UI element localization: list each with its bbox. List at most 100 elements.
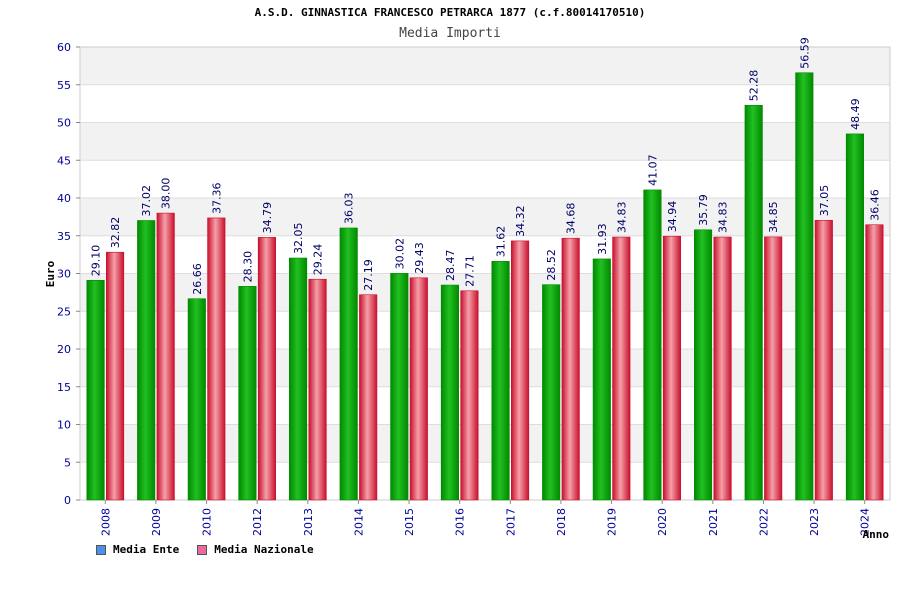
data-label: 34.68 bbox=[565, 203, 578, 235]
grid-band bbox=[80, 122, 890, 161]
legend-item-nazionale: Media Nazionale bbox=[197, 543, 314, 556]
bars: 29.10 32.82 37.02 38.00 26.66 37.36 28.30 34.79… bbox=[86, 37, 884, 501]
bar-media-nazionale bbox=[713, 236, 732, 501]
x-axis: 2008 2009 2010 2012 2013 2014 2015 2016 2017 2018… bbox=[99, 500, 872, 536]
legend-swatch-ente bbox=[96, 544, 106, 555]
x-tick-label: 2012 bbox=[251, 508, 264, 536]
bar-media-nazionale bbox=[156, 212, 175, 501]
data-label: 32.82 bbox=[109, 217, 122, 249]
data-label: 34.83 bbox=[615, 202, 628, 234]
data-label: 37.02 bbox=[140, 185, 153, 217]
bar-media-ente bbox=[542, 284, 561, 501]
bar-media-nazionale bbox=[511, 240, 530, 501]
legend-swatch-nazionale bbox=[197, 544, 208, 555]
bar-media-nazionale bbox=[207, 217, 226, 501]
data-label: 31.62 bbox=[495, 226, 508, 258]
y-tick-label: 15 bbox=[57, 381, 71, 394]
bar-media-nazionale bbox=[612, 236, 631, 501]
bar-media-ente bbox=[339, 227, 358, 501]
x-tick-label: 2009 bbox=[150, 508, 163, 536]
y-axis-label: Euro bbox=[44, 260, 57, 287]
x-tick-label: 2019 bbox=[606, 508, 619, 536]
legend: Media Ente Media Nazionale bbox=[96, 543, 314, 556]
data-label: 31.93 bbox=[596, 223, 609, 255]
x-tick-label: 2013 bbox=[302, 508, 315, 536]
bar-media-ente bbox=[187, 298, 206, 501]
x-tick-label: 2024 bbox=[859, 508, 872, 536]
data-label: 37.05 bbox=[818, 185, 831, 217]
data-label: 27.19 bbox=[362, 259, 375, 291]
bar-media-nazionale bbox=[662, 235, 681, 501]
grid-band bbox=[80, 47, 890, 85]
bar-media-ente bbox=[238, 286, 257, 501]
bar-media-nazionale bbox=[764, 236, 783, 501]
data-label: 27.71 bbox=[463, 255, 476, 287]
bar-media-nazionale bbox=[106, 251, 125, 501]
bar-media-ente bbox=[592, 258, 611, 501]
bar-media-nazionale bbox=[460, 290, 479, 501]
data-label: 29.43 bbox=[413, 242, 426, 274]
y-tick-label: 20 bbox=[57, 343, 71, 356]
chart-title: A.S.D. GINNASTICA FRANCESCO PETRARCA 187… bbox=[254, 6, 646, 19]
data-label: 36.46 bbox=[868, 189, 881, 221]
x-tick-label: 2016 bbox=[454, 508, 467, 536]
legend-item-ente: Media Ente bbox=[96, 543, 179, 556]
x-tick-label: 2018 bbox=[555, 508, 568, 536]
x-tick-label: 2017 bbox=[504, 508, 517, 536]
y-tick-label: 60 bbox=[57, 41, 71, 54]
bar-media-ente bbox=[86, 279, 105, 501]
x-tick-label: 2010 bbox=[201, 508, 214, 536]
bar-media-nazionale bbox=[814, 219, 833, 501]
x-tick-label: 2022 bbox=[757, 508, 770, 536]
bar-media-nazionale bbox=[257, 237, 276, 501]
y-tick-label: 0 bbox=[64, 494, 71, 507]
y-tick-label: 45 bbox=[57, 154, 71, 167]
legend-label-nazionale: Media Nazionale bbox=[214, 543, 314, 556]
bar-media-nazionale bbox=[409, 277, 428, 501]
bar-media-ente bbox=[390, 273, 409, 501]
x-tick-label: 2008 bbox=[99, 508, 112, 536]
data-label: 38.00 bbox=[160, 178, 173, 210]
y-tick-label: 10 bbox=[57, 419, 71, 432]
data-label: 28.47 bbox=[444, 250, 457, 282]
x-tick-label: 2020 bbox=[656, 508, 669, 536]
data-label: 28.52 bbox=[545, 249, 558, 281]
data-label: 52.28 bbox=[748, 70, 761, 102]
y-tick-label: 25 bbox=[57, 305, 71, 318]
y-tick-label: 50 bbox=[57, 117, 71, 130]
data-label: 41.07 bbox=[646, 154, 659, 186]
x-axis-label: Anno bbox=[863, 528, 890, 541]
data-label: 36.03 bbox=[343, 192, 356, 224]
x-tick-label: 2021 bbox=[707, 508, 720, 536]
data-label: 29.24 bbox=[312, 244, 325, 276]
y-tick-label: 5 bbox=[64, 456, 71, 469]
y-axis: 0 5 10 15 20 25 30 35 40 45 50 55 60 bbox=[57, 41, 80, 507]
bar-media-ente bbox=[137, 220, 156, 501]
bar-media-ente bbox=[744, 104, 763, 501]
x-tick-label: 2014 bbox=[352, 508, 365, 536]
bar-media-nazionale bbox=[308, 278, 327, 501]
data-label: 37.36 bbox=[210, 182, 223, 214]
data-label: 56.59 bbox=[798, 37, 811, 69]
y-tick-label: 40 bbox=[57, 192, 71, 205]
data-label: 34.32 bbox=[514, 205, 527, 237]
y-tick-label: 35 bbox=[57, 230, 71, 243]
bar-media-nazionale bbox=[561, 237, 580, 501]
data-label: 26.66 bbox=[191, 263, 204, 295]
x-tick-label: 2015 bbox=[403, 508, 416, 536]
data-label: 29.10 bbox=[90, 245, 103, 277]
data-label: 34.79 bbox=[261, 202, 274, 234]
y-tick-label: 30 bbox=[57, 268, 71, 281]
bar-media-ente bbox=[440, 284, 459, 501]
data-label: 34.94 bbox=[666, 201, 679, 233]
bar-media-nazionale bbox=[359, 294, 378, 501]
data-label: 35.79 bbox=[697, 194, 710, 226]
data-label: 48.49 bbox=[849, 98, 862, 130]
y-tick-label: 55 bbox=[57, 79, 71, 92]
legend-label-ente: Media Ente bbox=[113, 543, 180, 556]
bar-media-ente bbox=[795, 72, 814, 501]
data-label: 34.85 bbox=[767, 201, 780, 233]
bar-media-ente bbox=[491, 260, 510, 501]
bar-media-ente bbox=[643, 189, 662, 501]
